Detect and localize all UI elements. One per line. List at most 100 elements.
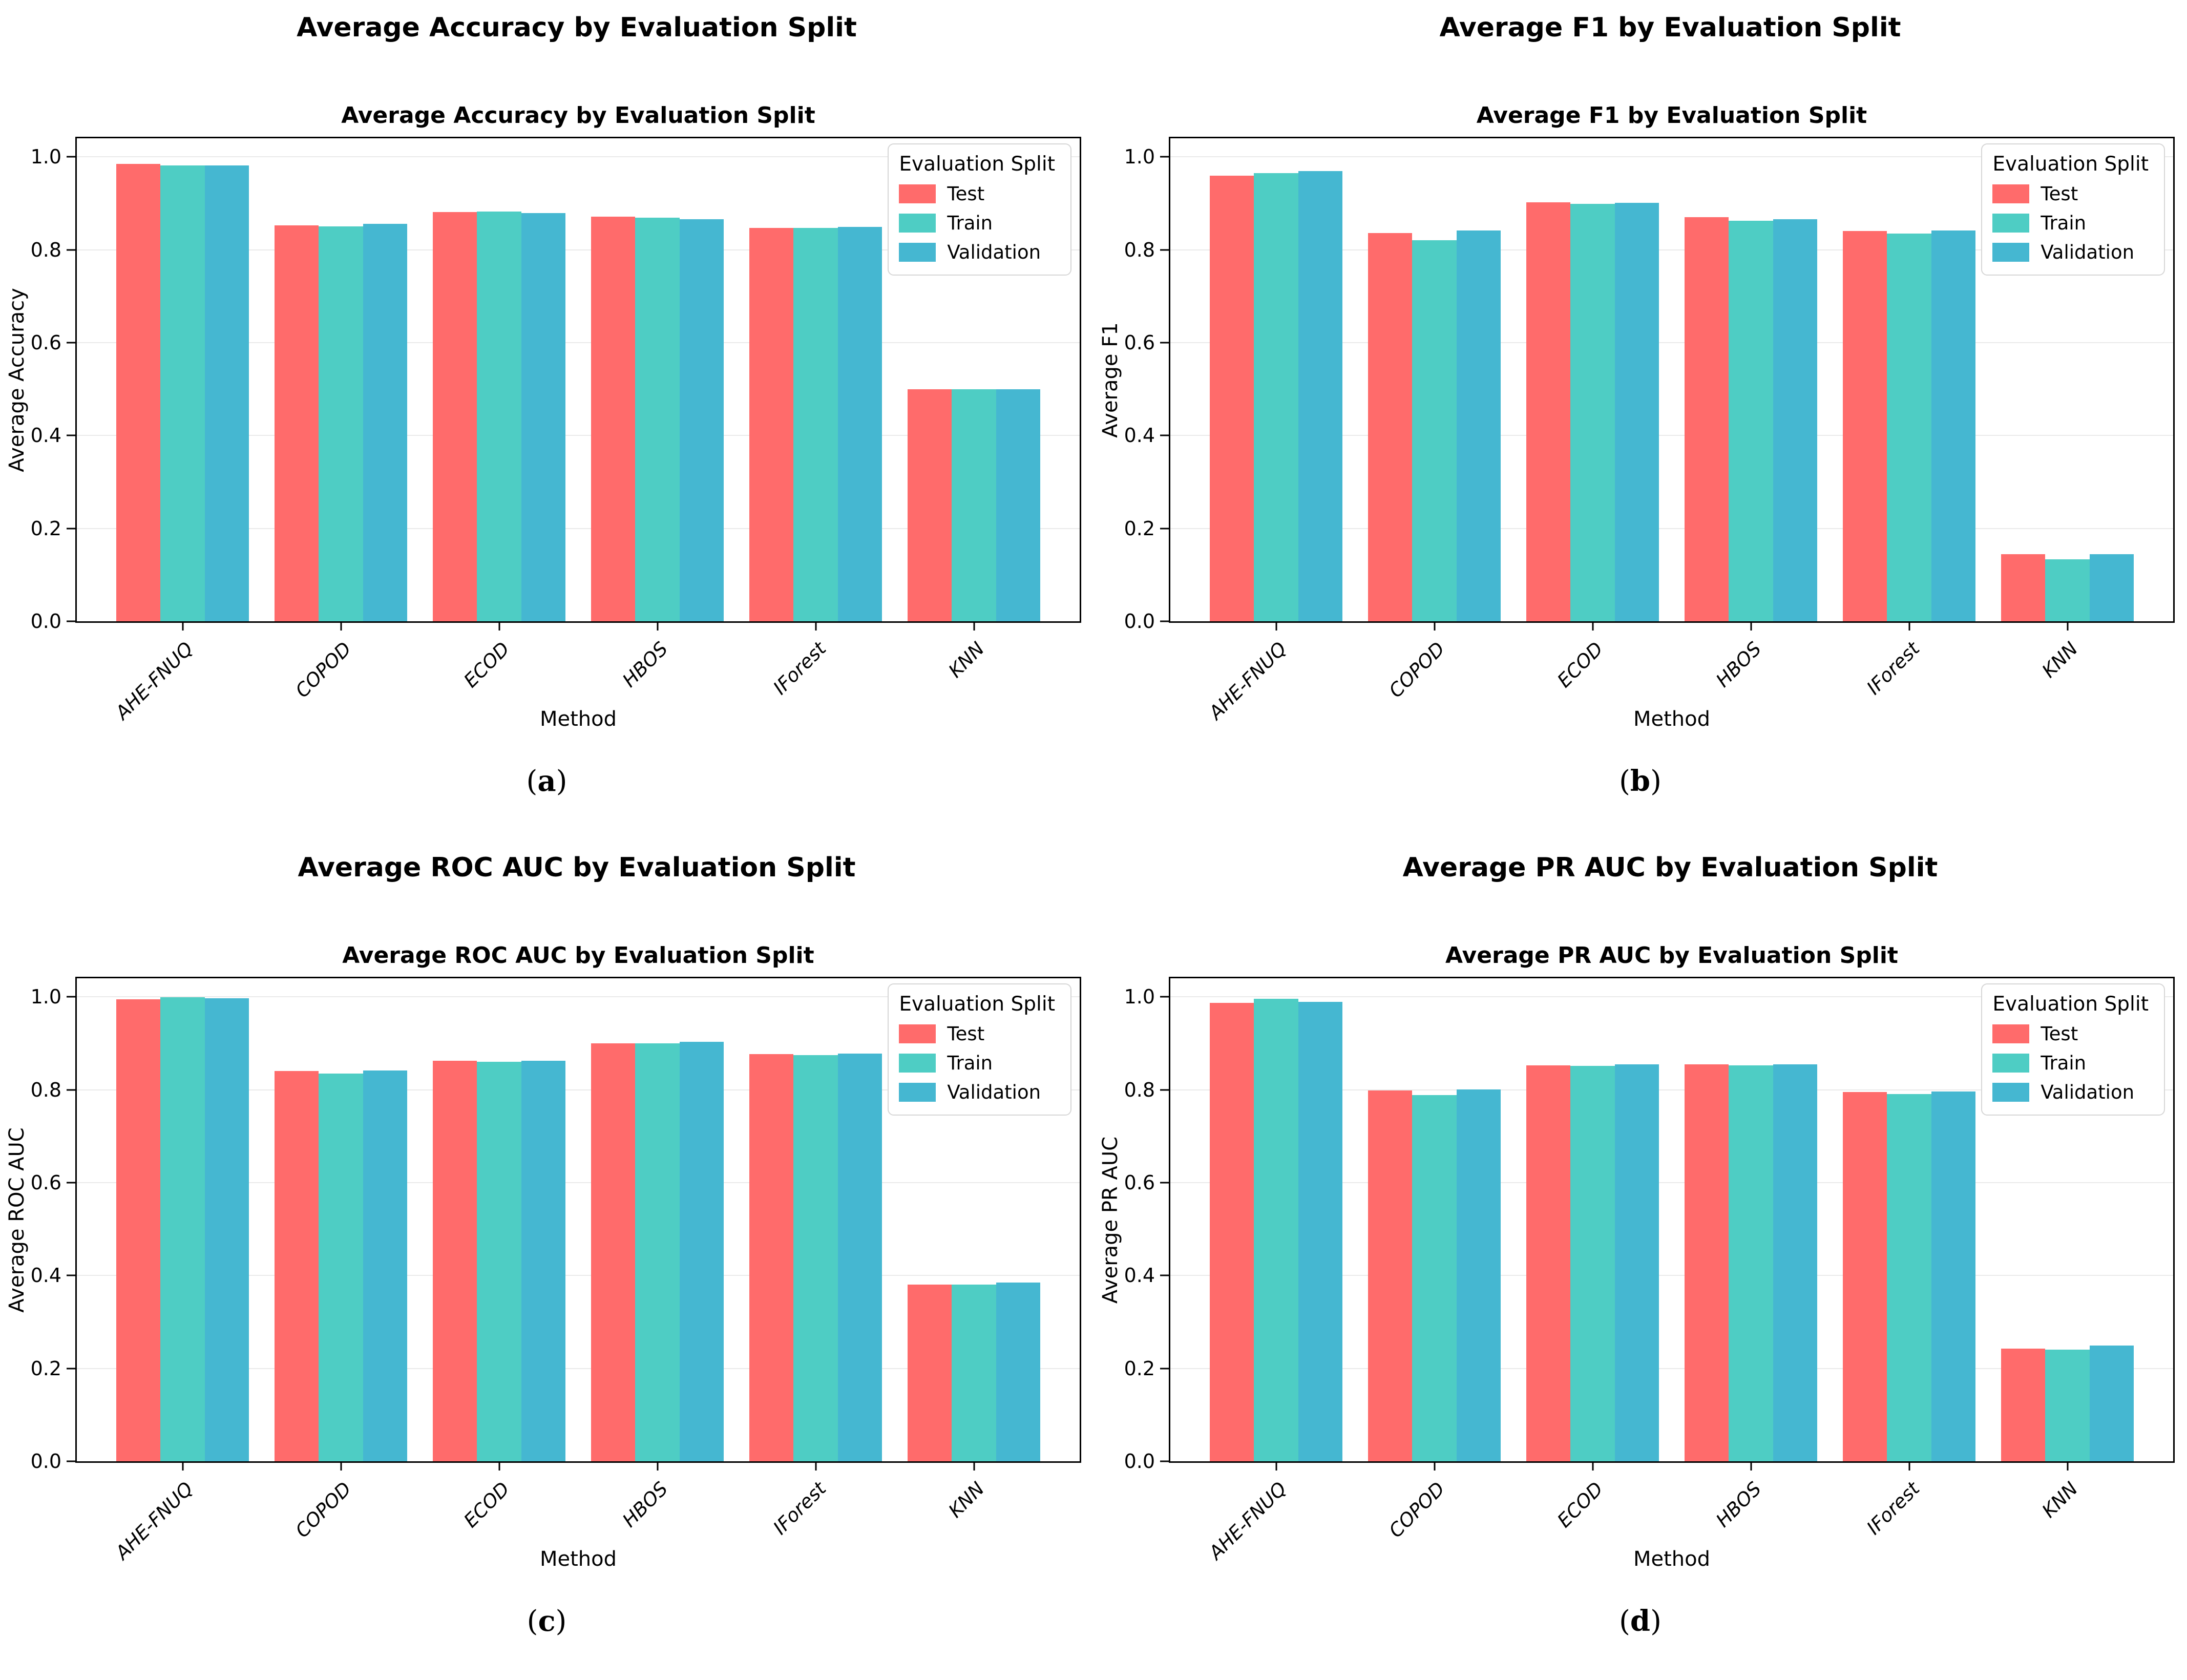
bar-HBOS-validation: [679, 219, 724, 621]
x-tick-mark-IForest: [815, 1463, 816, 1471]
legend-swatch-train: [1992, 214, 2030, 233]
bar-group-HBOS: HBOS: [1672, 978, 1830, 1531]
legend-swatch-validation: [899, 1083, 936, 1102]
x-tick-mark-HBOS: [657, 623, 658, 631]
gridline-y-0.6: [77, 1182, 1080, 1183]
bar-HBOS-validation: [679, 1042, 724, 1461]
bar-AHE-FNUQ-train: [160, 165, 205, 621]
bar-group-ECOD: ECOD: [420, 978, 578, 1532]
bar-HBOS-train: [635, 1043, 680, 1461]
x-tick-mark-COPOD: [1434, 623, 1435, 631]
x-tick-mark-KNN: [973, 623, 975, 631]
y-tick-label-0.6: 0.6: [1124, 331, 1155, 354]
gridline-y-0.4: [1170, 435, 2173, 436]
bar-HBOS-train: [1729, 221, 1773, 621]
gridline-y-0.2: [77, 1368, 1080, 1369]
caption-paren-close: ): [556, 765, 567, 798]
gridline-y-0.6: [1170, 1182, 2173, 1183]
x-tick-mark-ECOD: [498, 1463, 500, 1471]
caption-letter: a: [537, 764, 556, 798]
x-tick-mark-AHE-FNUQ: [1275, 623, 1277, 631]
x-axis-label-d: Method: [1633, 1547, 1711, 1571]
y-tick-mark-0.8: [67, 1089, 75, 1091]
legend-label-test: Test: [947, 183, 985, 205]
subplot-b: Average F1 by Evaluation Split Average F…: [1094, 0, 2187, 840]
legend-entry-test: Test: [1992, 1023, 2149, 1045]
legend-swatch-validation: [1992, 1083, 2030, 1102]
axes-title-a: Average Accuracy by Evaluation Split: [341, 102, 815, 129]
y-tick-mark-0.4: [67, 434, 75, 436]
caption-paren-open: (: [526, 765, 538, 798]
legend-b: Evaluation Split Test Train Validation: [1981, 143, 2165, 276]
legend-label-train: Train: [2041, 212, 2087, 234]
bar-COPOD-validation: [363, 223, 408, 621]
bar-IForest-train: [793, 228, 838, 621]
y-tick-mark-0.4: [1160, 434, 1169, 436]
y-tick-mark-0.2: [1160, 1368, 1169, 1370]
y-tick-label-0.8: 0.8: [1124, 1078, 1155, 1101]
bar-group-COPOD: COPOD: [1355, 138, 1513, 702]
y-tick-mark-0.0: [1160, 1460, 1169, 1462]
y-tick-label-1.0: 1.0: [30, 985, 61, 1009]
bar-group-HBOS: HBOS: [578, 138, 737, 691]
y-tick-mark-0.6: [67, 342, 75, 344]
y-tick-label-1.0: 1.0: [30, 145, 61, 169]
y-tick-mark-1.0: [1160, 156, 1169, 158]
y-tick-label-1.0: 1.0: [1124, 145, 1155, 169]
gridline-y-1.0: [1170, 156, 2173, 158]
legend-entry-train: Train: [1992, 1052, 2149, 1074]
y-tick-mark-0.6: [1160, 1182, 1169, 1184]
legend-swatch-train: [899, 214, 936, 233]
bar-group-KNN: KNN: [895, 138, 1053, 682]
bar-ECOD-train: [1570, 203, 1615, 621]
bar-group-COPOD: COPOD: [262, 138, 420, 702]
legend-title: Evaluation Split: [899, 993, 1055, 1016]
y-tick-mark-0.8: [67, 249, 75, 251]
legend-entry-validation: Validation: [1992, 241, 2149, 263]
y-tick-label-0.6: 0.6: [1124, 1171, 1155, 1194]
bar-COPOD-test: [1368, 233, 1413, 621]
y-tick-label-1.0: 1.0: [1124, 985, 1155, 1009]
gridline-y-0.6: [1170, 342, 2173, 343]
legend-entry-test: Test: [1992, 183, 2149, 205]
bar-HBOS-validation: [1773, 1064, 1818, 1461]
bar-COPOD-train: [319, 1073, 363, 1461]
bar-IForest-test: [1842, 231, 1887, 621]
axes-title-c: Average ROC AUC by Evaluation Split: [342, 942, 814, 969]
bar-COPOD-train: [1412, 1095, 1457, 1461]
bar-ECOD-test: [432, 212, 477, 621]
bar-ECOD-test: [432, 1061, 477, 1461]
axes-a: Average Accuracy by Evaluation Split Ave…: [5, 102, 1081, 731]
legend-swatch-validation: [899, 243, 936, 262]
y-tick-label-0.6: 0.6: [30, 331, 61, 354]
axes-c: Average ROC AUC by Evaluation Split Aver…: [5, 942, 1081, 1571]
bar-KNN-test: [907, 389, 952, 621]
legend-label-validation: Validation: [947, 1081, 1041, 1103]
figure-title-c: Average ROC AUC by Evaluation Split: [298, 852, 856, 883]
legend-entry-validation: Validation: [899, 1081, 1055, 1103]
figure-title-b: Average F1 by Evaluation Split: [1439, 12, 1901, 43]
bar-group-AHE-FNUQ: AHE-FNUQ: [103, 978, 262, 1564]
x-tick-mark-AHE-FNUQ: [1275, 1463, 1277, 1471]
bar-group-KNN: KNN: [1988, 138, 2147, 682]
bar-KNN-test: [2001, 554, 2046, 621]
legend-entry-test: Test: [899, 183, 1055, 205]
bar-AHE-FNUQ-train: [160, 997, 205, 1461]
y-tick-mark-1.0: [67, 996, 75, 998]
bar-ECOD-validation: [1614, 203, 1659, 621]
y-tick-label-0.2: 0.2: [30, 1357, 61, 1380]
caption-paren-close: ): [555, 1605, 567, 1638]
y-tick-mark-0.6: [1160, 342, 1169, 344]
gridline-y-0.4: [77, 1275, 1080, 1276]
gridline-y-0.4: [1170, 1275, 2173, 1276]
axes-d: Average PR AUC by Evaluation Split Avera…: [1099, 942, 2175, 1571]
legend-swatch-train: [1992, 1054, 2030, 1073]
caption-a: (a): [0, 764, 1094, 798]
bar-group-KNN: KNN: [1988, 978, 2147, 1522]
bar-COPOD-test: [274, 1071, 319, 1461]
x-tick-mark-KNN: [2067, 623, 2068, 631]
legend-label-train: Train: [947, 212, 993, 234]
caption-b: (b): [1094, 764, 2187, 798]
bar-KNN-train: [952, 1285, 996, 1461]
legend-label-validation: Validation: [947, 241, 1041, 263]
